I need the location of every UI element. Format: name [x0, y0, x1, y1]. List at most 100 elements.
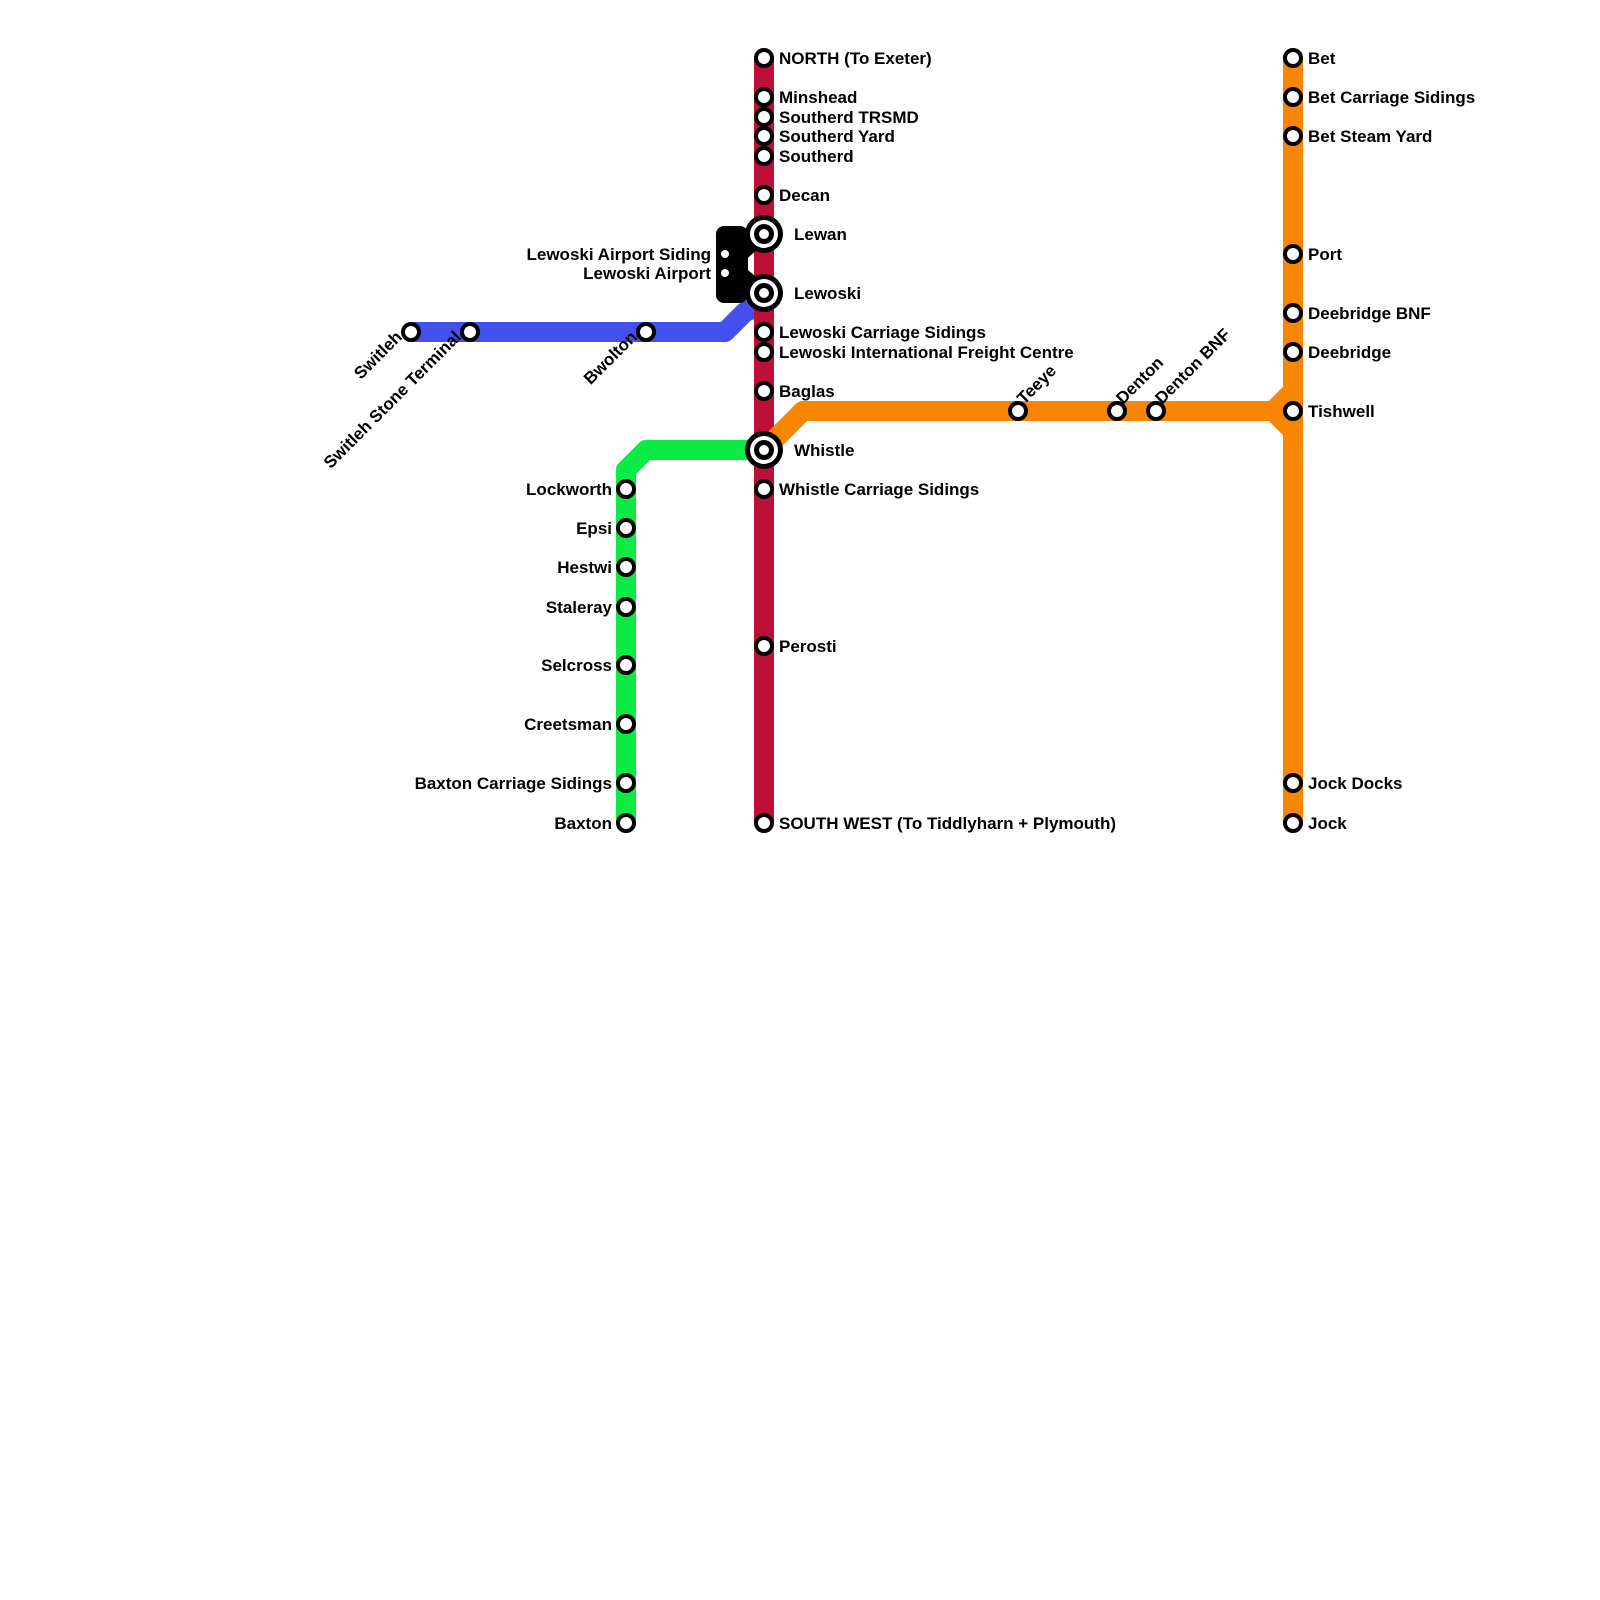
- station[interactable]: Lockworth: [526, 479, 636, 499]
- station[interactable]: Lewoski Airport Siding: [527, 245, 731, 264]
- station-label: Staleray: [546, 598, 613, 617]
- station[interactable]: Deebridge: [1283, 342, 1391, 362]
- station-label: Bet: [1308, 49, 1336, 68]
- station-label: NORTH (To Exeter): [779, 49, 932, 68]
- station-icon: [1146, 401, 1166, 421]
- station[interactable]: Southerd Yard: [754, 126, 895, 146]
- station[interactable]: SOUTH WEST (To Tiddlyharn + Plymouth): [754, 813, 1116, 833]
- station-label: Bet Carriage Sidings: [1308, 88, 1475, 107]
- station[interactable]: Minshead: [754, 87, 857, 107]
- station[interactable]: Lewoski: [745, 274, 861, 312]
- station[interactable]: Lewoski Airport: [583, 264, 731, 283]
- station[interactable]: Southerd TRSMD: [754, 107, 919, 127]
- station[interactable]: Baglas: [754, 381, 835, 401]
- station[interactable]: Whistle Carriage Sidings: [754, 479, 979, 499]
- station[interactable]: Lewoski International Freight Centre: [754, 342, 1074, 362]
- station[interactable]: NORTH (To Exeter): [754, 48, 932, 68]
- station-label: Lewoski: [794, 284, 861, 303]
- station-label: Whistle: [794, 441, 854, 460]
- station-icon: [754, 381, 774, 401]
- station-icon: [1283, 401, 1303, 421]
- station-label: Whistle Carriage Sidings: [779, 480, 979, 499]
- station-label: Creetsman: [524, 715, 612, 734]
- station[interactable]: Bet Steam Yard: [1283, 126, 1432, 146]
- station-label: Selcross: [541, 656, 612, 675]
- station-icon: [1283, 48, 1303, 68]
- station-label: Lewan: [794, 225, 847, 244]
- station[interactable]: Bet Carriage Sidings: [1283, 87, 1475, 107]
- station-icon: [1107, 401, 1127, 421]
- station-label: Southerd Yard: [779, 127, 895, 146]
- station-icon: [401, 322, 421, 342]
- station-label: Perosti: [779, 637, 837, 656]
- station-icon: [616, 597, 636, 617]
- station[interactable]: Jock: [1283, 813, 1347, 833]
- station-icon: [616, 557, 636, 577]
- station[interactable]: Lewoski Carriage Sidings: [754, 322, 986, 342]
- station[interactable]: Epsi: [576, 518, 636, 538]
- station[interactable]: Baxton: [554, 813, 636, 833]
- station[interactable]: Whistle: [745, 431, 854, 469]
- station[interactable]: Staleray: [546, 597, 636, 617]
- station[interactable]: Creetsman: [524, 714, 636, 734]
- interchange-center: [759, 288, 769, 298]
- station[interactable]: Lewan: [745, 215, 847, 253]
- station-label: Lewoski Carriage Sidings: [779, 323, 986, 342]
- station[interactable]: Deebridge BNF: [1283, 303, 1431, 323]
- station-icon: [616, 773, 636, 793]
- station-icon: [754, 322, 774, 342]
- green-line: [616, 440, 764, 823]
- station-icon: [1283, 813, 1303, 833]
- station[interactable]: Baxton Carriage Sidings: [415, 773, 636, 793]
- station-label: Deebridge BNF: [1308, 304, 1431, 323]
- station[interactable]: Tishwell: [1283, 401, 1375, 421]
- station-label: Lewoski Airport Siding: [527, 245, 712, 264]
- interchange-center: [759, 445, 769, 455]
- station-label: Epsi: [576, 519, 612, 538]
- station-label: SOUTH WEST (To Tiddlyharn + Plymouth): [779, 814, 1116, 833]
- station-label: Baxton: [554, 814, 612, 833]
- station-icon: [616, 518, 636, 538]
- station-label: Decan: [779, 186, 830, 205]
- station-label: Bet Steam Yard: [1308, 127, 1432, 146]
- station-label: Jock: [1308, 814, 1347, 833]
- station-icon: [754, 813, 774, 833]
- station[interactable]: Selcross: [541, 655, 636, 675]
- station-icon: [754, 107, 774, 127]
- station-icon: [754, 146, 774, 166]
- station-icon: [719, 267, 731, 279]
- station-label: Teeye: [1013, 361, 1060, 408]
- station-icon: [616, 714, 636, 734]
- station[interactable]: Port: [1283, 244, 1342, 264]
- station-icon: [754, 87, 774, 107]
- station-label: Southerd TRSMD: [779, 108, 919, 127]
- station[interactable]: Southerd: [754, 146, 854, 166]
- interchange-center: [759, 229, 769, 239]
- station-label: Port: [1308, 245, 1342, 264]
- station-icon: [616, 479, 636, 499]
- station-label: Minshead: [779, 88, 857, 107]
- station[interactable]: Jock Docks: [1283, 773, 1403, 793]
- station-icon: [1283, 87, 1303, 107]
- black-line-block: [716, 226, 748, 303]
- station-icon: [1283, 773, 1303, 793]
- station-icon: [754, 342, 774, 362]
- station[interactable]: Bet: [1283, 48, 1336, 68]
- station-label: Southerd: [779, 147, 854, 166]
- station-icon: [754, 48, 774, 68]
- station-icon: [1283, 126, 1303, 146]
- station-icon: [460, 322, 480, 342]
- station-icon: [1283, 303, 1303, 323]
- station-label: Lockworth: [526, 480, 612, 499]
- station[interactable]: Hestwi: [557, 557, 636, 577]
- station-label: Tishwell: [1308, 402, 1375, 421]
- station-icon: [636, 322, 656, 342]
- station-icon: [1283, 244, 1303, 264]
- station-label: Hestwi: [557, 558, 612, 577]
- station-icon: [1283, 342, 1303, 362]
- station[interactable]: Perosti: [754, 636, 837, 656]
- station-icon: [616, 655, 636, 675]
- orange-line-junction: [1265, 403, 1301, 439]
- station[interactable]: Decan: [754, 185, 830, 205]
